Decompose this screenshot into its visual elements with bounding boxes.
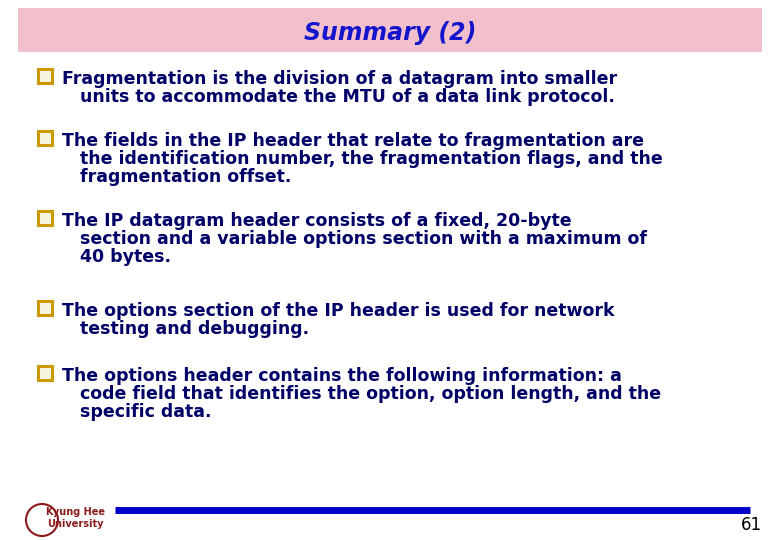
FancyBboxPatch shape bbox=[38, 366, 52, 380]
Text: section and a variable options section with a maximum of: section and a variable options section w… bbox=[62, 230, 647, 248]
FancyBboxPatch shape bbox=[18, 8, 762, 52]
Text: The IP datagram header consists of a fixed, 20-byte: The IP datagram header consists of a fix… bbox=[62, 212, 572, 230]
Text: 61: 61 bbox=[741, 516, 762, 534]
Text: Kyung Hee
University: Kyung Hee University bbox=[45, 507, 105, 529]
Text: testing and debugging.: testing and debugging. bbox=[62, 320, 309, 338]
Text: The options section of the IP header is used for network: The options section of the IP header is … bbox=[62, 302, 615, 320]
Text: specific data.: specific data. bbox=[62, 403, 211, 421]
FancyBboxPatch shape bbox=[38, 131, 52, 145]
FancyBboxPatch shape bbox=[38, 69, 52, 83]
Text: Summary (2): Summary (2) bbox=[304, 21, 476, 45]
Text: The options header contains the following information: a: The options header contains the followin… bbox=[62, 367, 622, 385]
Text: Fragmentation is the division of a datagram into smaller: Fragmentation is the division of a datag… bbox=[62, 70, 617, 88]
FancyBboxPatch shape bbox=[38, 301, 52, 315]
FancyBboxPatch shape bbox=[38, 211, 52, 225]
Text: code field that identifies the option, option length, and the: code field that identifies the option, o… bbox=[62, 385, 661, 403]
Text: units to accommodate the MTU of a data link protocol.: units to accommodate the MTU of a data l… bbox=[62, 88, 615, 106]
Text: the identification number, the fragmentation flags, and the: the identification number, the fragmenta… bbox=[62, 150, 663, 168]
Text: The fields in the IP header that relate to fragmentation are: The fields in the IP header that relate … bbox=[62, 132, 644, 150]
Text: fragmentation offset.: fragmentation offset. bbox=[62, 168, 292, 186]
Text: 40 bytes.: 40 bytes. bbox=[62, 248, 171, 266]
